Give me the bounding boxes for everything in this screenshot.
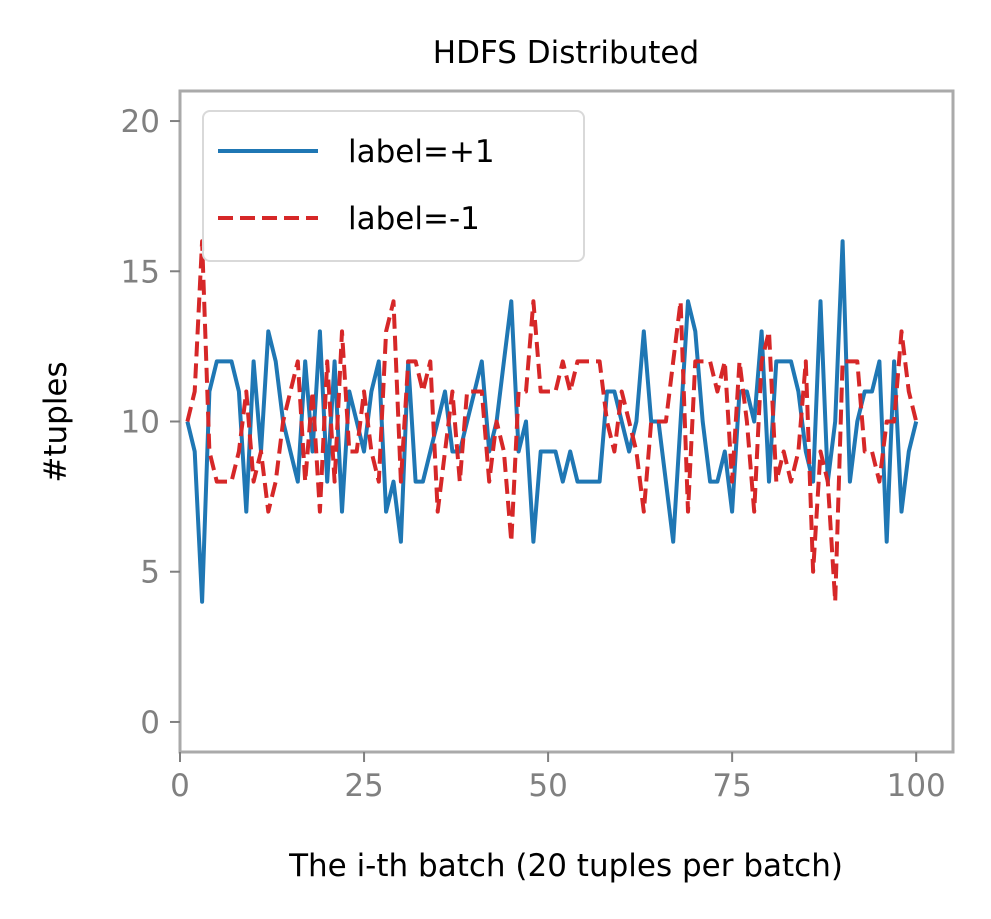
x-tick-label: 100 — [887, 768, 946, 804]
x-tick-label: 25 — [344, 768, 383, 804]
series-line-1 — [185, 239, 919, 604]
legend-label-series-2: label=-1 — [348, 201, 480, 237]
y-tick-label: 0 — [140, 705, 160, 741]
x-tick-label: 75 — [712, 768, 751, 804]
y-tick-label: 20 — [121, 104, 160, 140]
y-axis-title: #tuples — [38, 361, 74, 482]
x-tick-label: 50 — [528, 768, 567, 804]
x-axis-ticks: 0 25 50 75 100 — [170, 752, 946, 804]
y-tick-label: 10 — [121, 405, 160, 441]
series-line-2 — [185, 239, 919, 604]
y-axis-ticks: 0 5 10 15 20 — [121, 104, 180, 741]
plot-lines — [185, 239, 919, 604]
legend-box — [202, 110, 585, 262]
legend-label-series-1: label=+1 — [348, 134, 495, 170]
legend: label=+1 label=-1 — [202, 110, 585, 262]
y-tick-label: 5 — [140, 555, 160, 591]
chart-title: HDFS Distributed — [433, 35, 699, 71]
x-tick-label: 0 — [170, 768, 190, 804]
x-axis-title: The i-th batch (20 tuples per batch) — [288, 848, 843, 884]
y-tick-label: 15 — [121, 254, 160, 290]
